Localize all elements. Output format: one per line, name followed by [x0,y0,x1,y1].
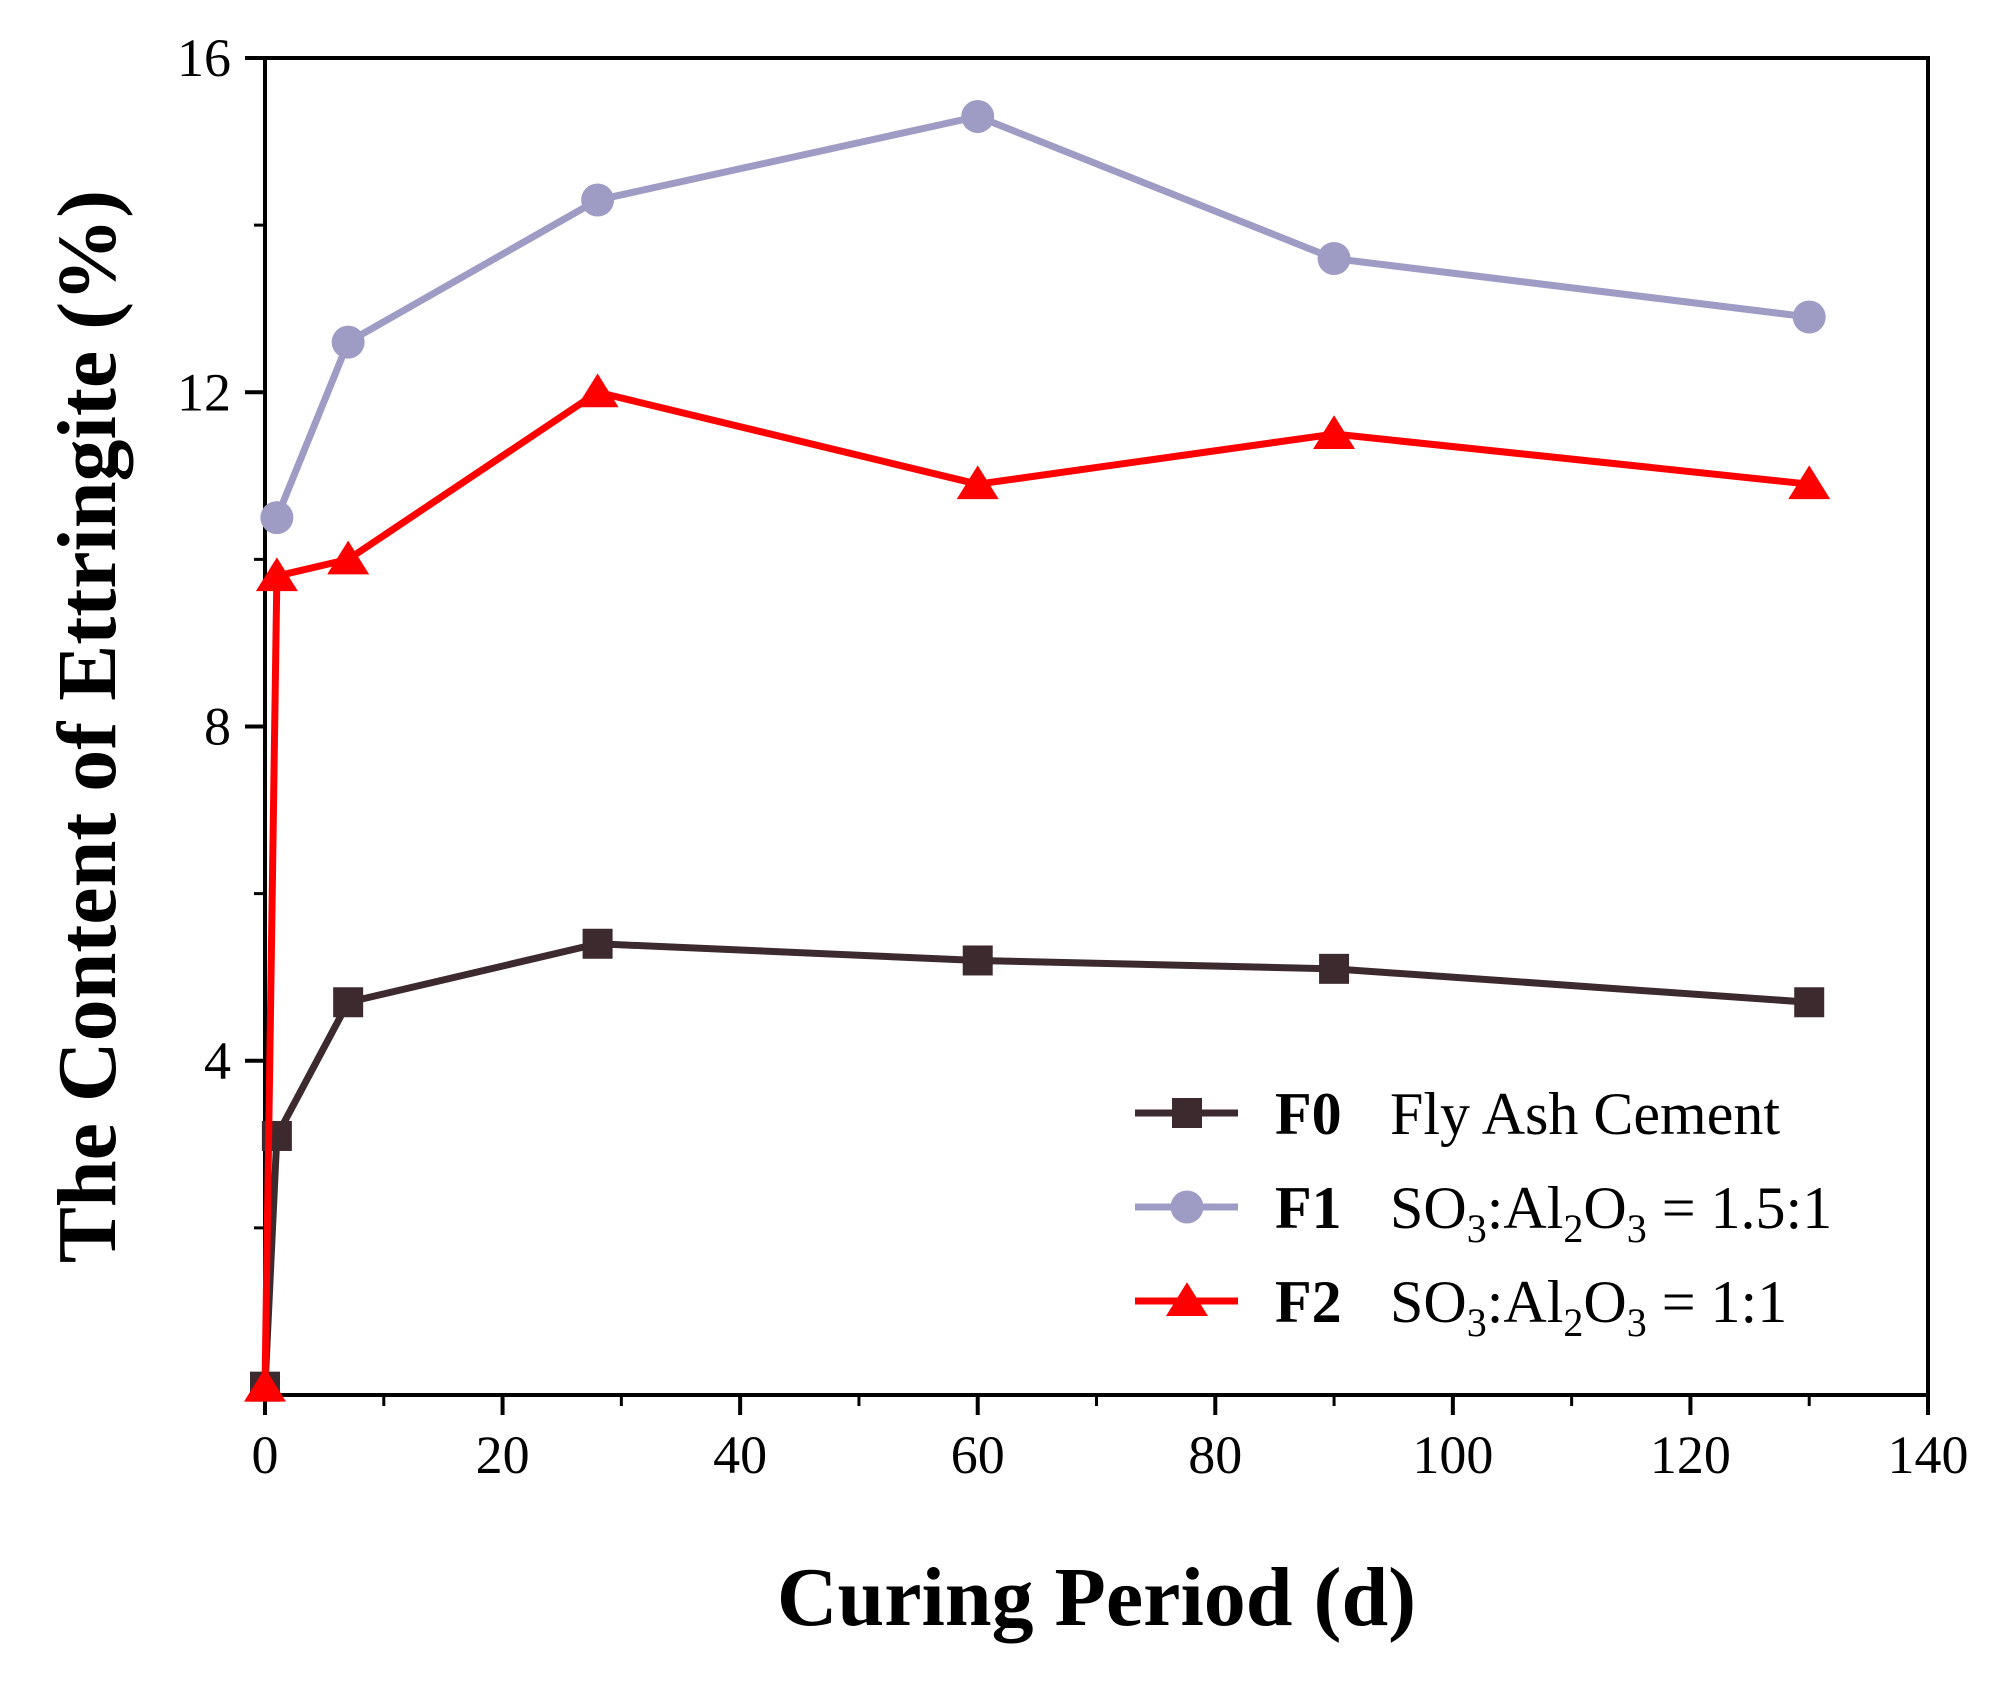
data-point-circle [331,325,365,359]
legend-entry-f0: F0 Fly Ash Cement [1135,1081,1780,1147]
data-point-circle [961,99,995,133]
x-tick-label: 0 [252,1425,279,1485]
y-tick-label: 16 [177,28,231,88]
data-point-triangle [327,540,370,575]
legend-series-name: F2 [1275,1269,1342,1335]
series-f2 [244,373,1831,1402]
y-tick-label: 8 [204,697,231,757]
data-point-circle [581,183,615,217]
y-axis-ticks: 4 8 12 16 [177,28,265,1397]
data-point-square [1794,987,1825,1018]
data-point-square [1319,953,1350,984]
data-point-triangle [1788,465,1831,500]
x-tick-label: 140 [1888,1425,1969,1485]
x-tick-label: 80 [1188,1425,1242,1485]
data-point-triangle [255,557,298,592]
data-point-triangle [1313,415,1356,450]
x-tick-label: 120 [1650,1425,1731,1485]
x-tick-label: 60 [951,1425,1005,1485]
legend-series-name: F0 [1275,1081,1342,1147]
legend-series-description: SO3:Al2O3 = 1.5:1 [1390,1175,1832,1251]
legend-series-name: F1 [1275,1175,1342,1241]
data-point-square [333,987,364,1018]
x-axis-title: Curing Period (d) [777,1551,1416,1644]
data-point-circle [1792,300,1826,334]
data-point-triangle [576,373,619,408]
x-tick-label: 40 [713,1425,767,1485]
data-point-triangle [244,1367,286,1402]
data-point-square [582,928,613,959]
y-tick-label: 4 [204,1031,231,1091]
legend-entry-f1: F1 SO3:Al2O3 = 1.5:1 [1135,1175,1832,1251]
data-point-triangle [956,465,999,500]
series-f1 [260,99,1826,535]
legend-series-description: Fly Ash Cement [1390,1081,1780,1147]
series-layer [244,99,1831,1402]
x-tick-label: 100 [1412,1425,1493,1485]
data-point-circle [260,501,294,535]
data-point-square [1172,1098,1202,1128]
legend-entry-f2: F2 SO3:Al2O3 = 1:1 [1135,1269,1787,1345]
y-axis-title: The Content of Ettringite (%) [41,190,134,1263]
legend: F0 Fly Ash Cement F1 SO3:Al2O3 = 1.5:1 F2 SO3… [1135,1081,1832,1345]
data-point-circle [1317,242,1351,276]
series-line-f1 [273,112,1810,519]
x-tick-label: 20 [476,1425,530,1485]
data-point-triangle [1166,1282,1208,1316]
x-axis-ticks: 0 20 40 60 80 100 120 140 [252,1395,1969,1485]
legend-series-description: SO3:Al2O3 = 1:1 [1390,1269,1787,1345]
y-tick-label: 12 [177,362,231,422]
data-point-square [962,945,993,976]
data-point-circle [1170,1190,1204,1224]
